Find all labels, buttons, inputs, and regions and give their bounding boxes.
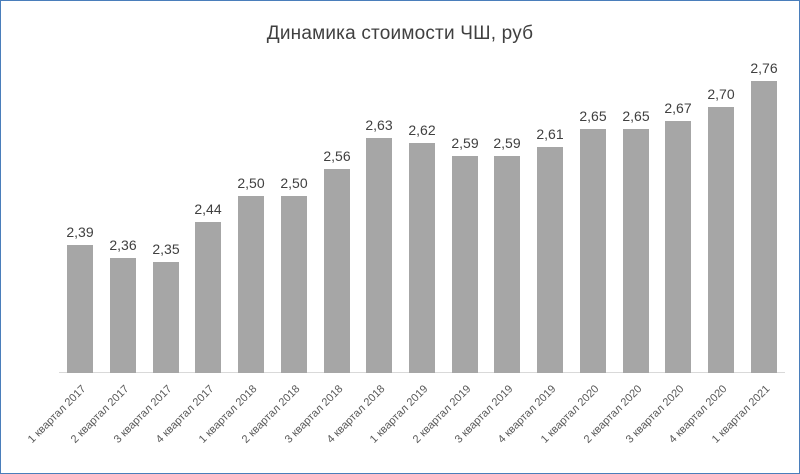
x-axis-labels: 1 квартал 2017 2 квартал 2017 3 квартал 20… <box>26 376 785 473</box>
bar <box>537 147 563 373</box>
bar <box>153 262 179 373</box>
bar <box>195 222 221 373</box>
bar <box>238 196 264 373</box>
bar-value-label: 2,59 <box>493 135 521 151</box>
bar <box>580 129 606 373</box>
bar-value-label: 2,50 <box>280 175 308 191</box>
bar-value-label: 2,76 <box>750 60 778 76</box>
bar <box>366 138 392 373</box>
bar <box>324 169 350 373</box>
bar <box>751 81 777 373</box>
plot-area: 2,39 2,36 2,35 2,44 2,50 2,50 2,56 2,63 2,62 2,59… <box>59 60 785 373</box>
chart-title: Динамика стоимости ЧШ, руб <box>266 23 534 44</box>
bar-value-label: 2,35 <box>152 241 180 257</box>
bar <box>67 245 93 373</box>
bar <box>494 156 520 373</box>
bar <box>110 258 136 373</box>
bar-value-label: 2,67 <box>664 100 692 116</box>
bar-value-label: 2,56 <box>323 148 351 164</box>
bar-value-label: 2,61 <box>536 126 564 142</box>
bar-value-label: 2,36 <box>109 237 137 253</box>
bar-value-label: 2,62 <box>408 122 436 138</box>
bar-value-label: 2,44 <box>194 201 222 217</box>
bar <box>281 196 307 373</box>
bar-value-label: 2,65 <box>579 108 607 124</box>
bar <box>708 107 734 373</box>
bar-value-label: 2,70 <box>707 86 735 102</box>
bar <box>452 156 478 373</box>
bar-value-label: 2,39 <box>66 224 94 240</box>
bar <box>665 121 691 373</box>
bar-value-label: 2,63 <box>365 117 393 133</box>
bar-value-label: 2,65 <box>622 108 650 124</box>
bar-value-label: 2,59 <box>451 135 479 151</box>
bar-value-label: 2,50 <box>237 175 265 191</box>
bar <box>409 143 435 373</box>
bar <box>623 129 649 373</box>
